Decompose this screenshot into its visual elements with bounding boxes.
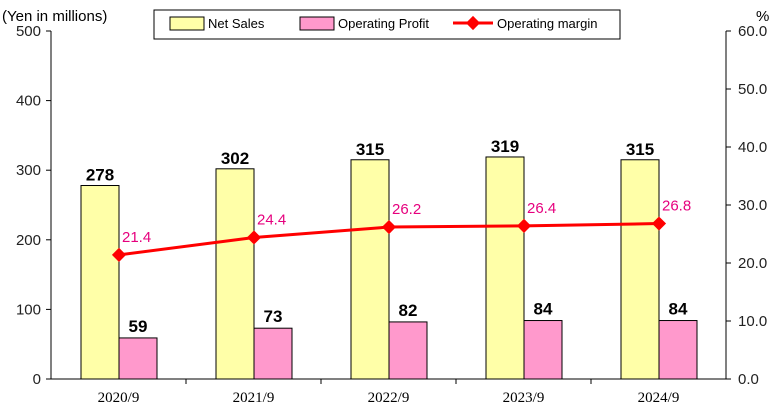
legend-label-operating-margin: Operating margin [497, 16, 597, 31]
x-tick-label: 2023/9 [503, 390, 545, 406]
x-tick-label: 2024/9 [638, 390, 680, 406]
y-tick-label-left: 300 [16, 162, 41, 179]
y-tick-label-right: 50.0 [738, 81, 767, 98]
operating-margin-data-label: 26.8 [662, 198, 691, 215]
operating-margin-point [516, 218, 532, 233]
operating-profit-bar [388, 321, 428, 380]
plot-area: 0 100 200 300 400 500 0.0 10.0 20.0 30.0 40.0 50.0 6… [16, 23, 767, 406]
net-sales-bar [620, 159, 660, 380]
operating-profit-data-label: 84 [669, 300, 688, 319]
legend-label-operating-profit: Operating Profit [338, 16, 429, 31]
x-tick-label: 2022/9 [368, 390, 410, 406]
legend-swatch-net-sales [169, 16, 205, 31]
net-sales-bar [80, 185, 120, 380]
operating-profit-bar [658, 320, 698, 380]
legend: Net Sales Operating Profit Operating mar… [153, 9, 621, 40]
operating-margin-data-label: 21.4 [122, 229, 151, 246]
x-tick-label: 2020/9 [98, 390, 140, 406]
y-tick-label-right: 0.0 [738, 371, 759, 388]
operating-profit-data-label: 84 [534, 300, 553, 319]
net-sales-data-label: 302 [221, 149, 249, 168]
net-sales-data-label: 315 [626, 140, 654, 159]
operating-profit-bar [118, 337, 158, 380]
net-sales-bar [350, 159, 390, 380]
operating-margin-point [381, 219, 397, 235]
net-sales-data-label: 319 [491, 137, 519, 156]
legend-swatch-operating-profit [299, 16, 335, 31]
operating-margin-data-label: 26.4 [527, 200, 556, 217]
legend-label-net-sales: Net Sales [208, 16, 265, 31]
legend-marker-operating-margin [465, 15, 481, 31]
operating-profit-data-label: 59 [129, 317, 148, 336]
y-tick-label-left: 200 [16, 232, 41, 249]
y-tick-label-left: 100 [16, 301, 41, 318]
net-sales-data-label: 315 [356, 140, 384, 159]
y-axis-label-right: % [756, 8, 769, 25]
net-sales-data-label: 278 [86, 166, 114, 185]
y-tick-label-left: 500 [16, 23, 41, 40]
y-axis-label-left: (Yen in millions) [2, 8, 107, 25]
y-tick-label-right: 40.0 [738, 139, 767, 156]
y-tick-label-left: 400 [16, 93, 41, 110]
operating-profit-data-label: 82 [399, 301, 418, 320]
y-tick-label-right: 10.0 [738, 313, 767, 330]
operating-profit-data-label: 73 [264, 307, 283, 326]
operating-margin-point [651, 216, 667, 231]
y-tick-label-right: 60.0 [738, 23, 767, 40]
legend-frame [153, 9, 621, 40]
net-sales-bar [485, 156, 525, 380]
operating-margin-data-label: 24.4 [257, 211, 286, 228]
operating-margin-data-label: 26.2 [392, 201, 421, 218]
y-tick-label-right: 30.0 [738, 197, 767, 214]
operating-margin-point [246, 230, 262, 245]
operating-profit-bar [523, 320, 563, 380]
operating-profit-bar [253, 327, 293, 380]
y-tick-label-right: 20.0 [738, 255, 767, 272]
y-tick-label-left: 0 [33, 371, 41, 388]
net-sales-bar [215, 168, 255, 380]
x-tick-label: 2021/9 [233, 390, 275, 406]
